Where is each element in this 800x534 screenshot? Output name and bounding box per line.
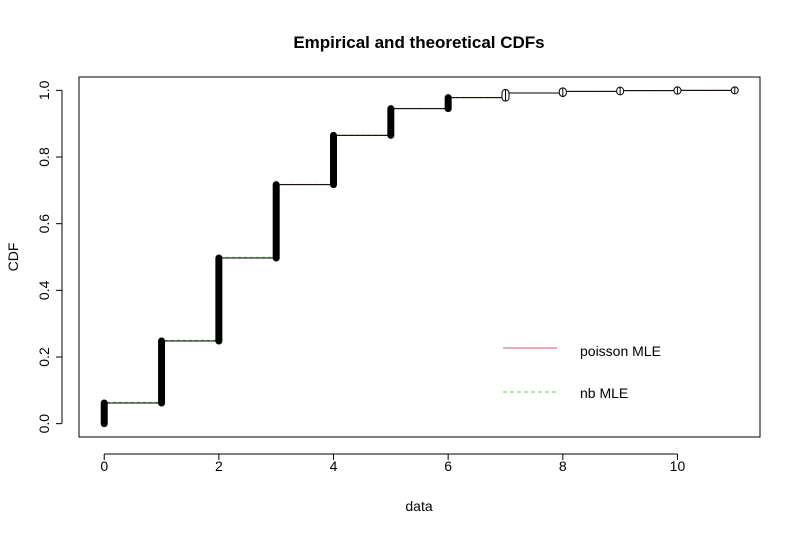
x-tick-label-10: 10 bbox=[670, 458, 686, 474]
y-axis-label: CDF bbox=[5, 243, 21, 272]
x-tick-label-4: 4 bbox=[330, 458, 338, 474]
chart-title: Empirical and theoretical CDFs bbox=[293, 33, 544, 52]
x-tick-label-6: 6 bbox=[444, 458, 452, 474]
empirical-jump-9 bbox=[616, 86, 625, 96]
x-tick-label-0: 0 bbox=[100, 458, 108, 474]
y-tick-label-0.0: 0.0 bbox=[36, 414, 52, 434]
plot-area bbox=[100, 86, 739, 428]
empirical-jump-8 bbox=[558, 87, 567, 98]
empirical-jump-10 bbox=[673, 86, 682, 95]
series-line-1 bbox=[103, 89, 735, 424]
y-tick-label-1.0: 1.0 bbox=[36, 80, 52, 100]
x-tick-label-8: 8 bbox=[559, 458, 567, 474]
y-tick-label-0.8: 0.8 bbox=[36, 147, 52, 167]
x-tick-label-2: 2 bbox=[215, 458, 223, 474]
y-tick-label-0.2: 0.2 bbox=[36, 347, 52, 367]
legend: poisson MLE nb MLE bbox=[503, 343, 661, 401]
legend-label-nb: nb MLE bbox=[580, 385, 628, 401]
plot-frame bbox=[78, 76, 761, 438]
empirical-jump-11 bbox=[730, 86, 739, 95]
y-tick-label-0.6: 0.6 bbox=[36, 214, 52, 234]
y-axis: 0.0 0.2 0.4 0.6 0.8 1.0 bbox=[36, 80, 63, 434]
empirical-jump-7 bbox=[501, 89, 510, 102]
x-axis: 0 2 4 6 8 10 bbox=[100, 453, 686, 474]
series-line-0 bbox=[103, 89, 735, 424]
x-axis-label: data bbox=[405, 498, 432, 514]
legend-label-poisson: poisson MLE bbox=[580, 343, 661, 359]
y-tick-label-0.4: 0.4 bbox=[36, 280, 52, 300]
